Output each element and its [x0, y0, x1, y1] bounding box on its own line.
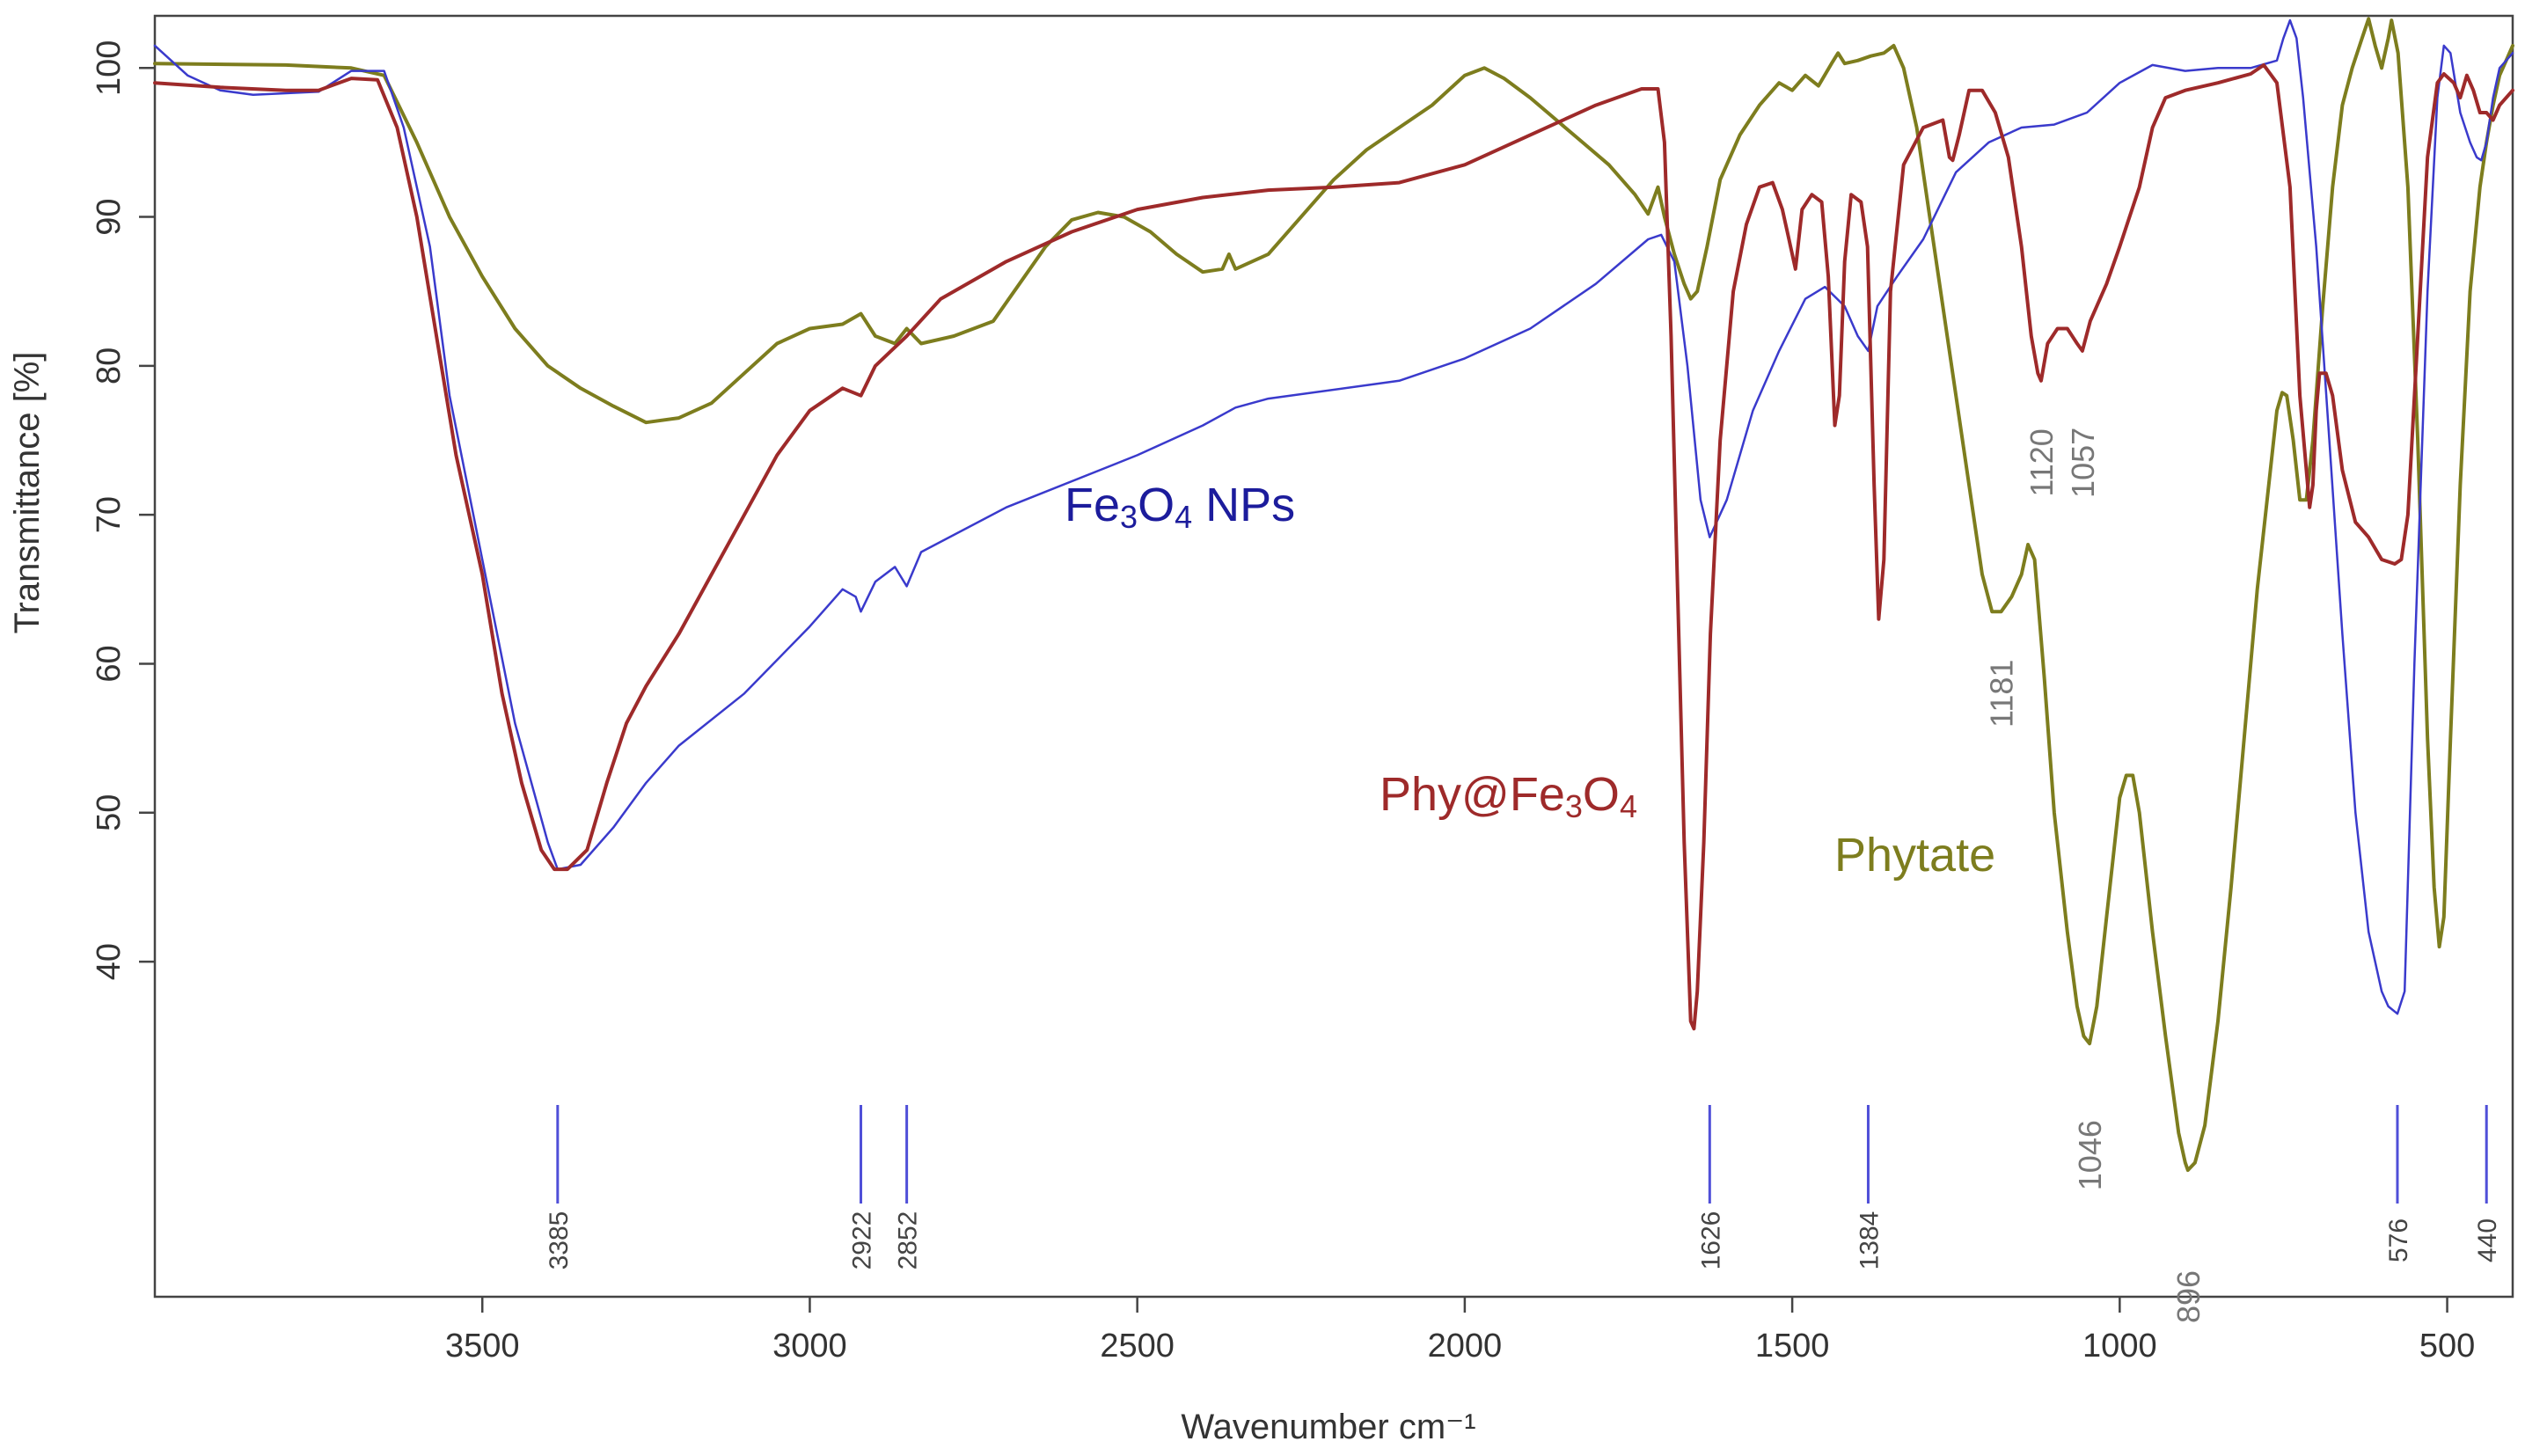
x-tick-label: 3500	[445, 1328, 520, 1365]
series-line-fe3o4-nps	[153, 18, 2514, 1015]
series-label-fe3o4-nps: Fe3O4 NPs	[1065, 479, 1295, 535]
marker-label-576: 576	[2384, 1218, 2413, 1262]
peak-annotations: 1120 1057 1181 1046 896	[1984, 428, 2207, 1323]
x-axis: 3500 3000 2500 2000 1500 1000 500	[445, 1297, 2475, 1365]
marker-label-440: 440	[2473, 1218, 2502, 1262]
y-axis-title: Transmittance [%]	[8, 352, 47, 634]
y-tick-label: 40	[91, 943, 128, 980]
marker-label-1626: 1626	[1696, 1211, 1725, 1270]
peak-label-1057: 1057	[2065, 428, 2101, 498]
series-line-phytate	[153, 17, 2514, 1173]
x-tick-label: 3000	[772, 1328, 847, 1365]
x-tick-label: 2000	[1428, 1328, 1503, 1365]
marker-label-2922: 2922	[848, 1211, 877, 1270]
x-tick-label: 2500	[1100, 1328, 1175, 1365]
y-tick-label: 90	[91, 198, 128, 235]
plot-frame	[153, 14, 2514, 1299]
y-axis: 40 50 60 70 80 90 100	[91, 40, 155, 980]
x-tick-label: 1500	[1755, 1328, 1830, 1365]
peak-label-1120: 1120	[2024, 428, 2060, 496]
peak-label-1046: 1046	[2072, 1120, 2108, 1190]
peak-label-896: 896	[2170, 1270, 2207, 1323]
y-tick-label: 60	[91, 645, 128, 682]
peak-label-1181: 1181	[1984, 660, 2020, 728]
series-label-phytate: Phytate	[1834, 829, 1995, 882]
series-lines	[153, 17, 2514, 1173]
y-tick-label: 50	[91, 794, 128, 831]
x-axis-title: Wavenumber cm⁻¹	[1181, 1408, 1475, 1446]
series-label-phy-fe3o4: Phy@Fe3O4	[1380, 768, 1637, 824]
x-tick-label: 1000	[2082, 1328, 2157, 1365]
x-tick-label: 500	[2419, 1328, 2475, 1365]
marker-label-3385: 3385	[545, 1211, 574, 1270]
y-tick-label: 70	[91, 496, 128, 533]
marker-label-1384: 1384	[1855, 1211, 1884, 1270]
y-tick-label: 80	[91, 348, 128, 384]
series-line-phy-fe3o4	[153, 62, 2514, 1031]
y-tick-label: 100	[91, 40, 128, 96]
marker-lines: 3385 2922 2852 1626 1384 576 440	[545, 1105, 2502, 1269]
marker-label-2852: 2852	[894, 1211, 923, 1270]
